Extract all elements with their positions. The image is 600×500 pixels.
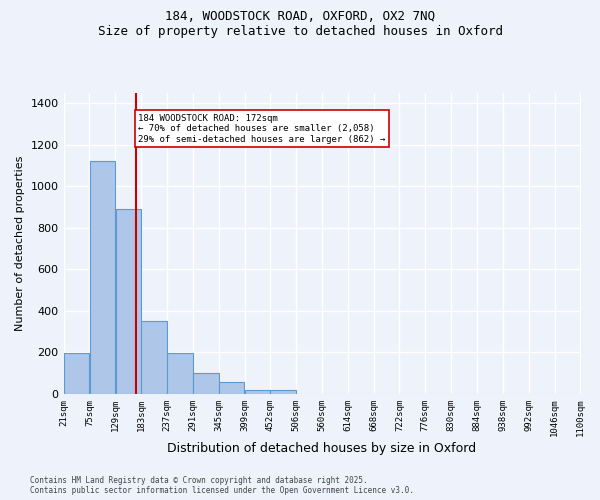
Bar [116,209,141,394]
Bar [219,382,244,394]
Text: Contains HM Land Registry data © Crown copyright and database right 2025.
Contai: Contains HM Land Registry data © Crown c… [30,476,414,495]
Bar [89,162,115,394]
Bar [64,354,89,394]
Y-axis label: Number of detached properties: Number of detached properties [15,156,25,331]
Bar [270,390,296,394]
Bar [193,373,218,394]
Text: 184, WOODSTOCK ROAD, OXFORD, OX2 7NQ
Size of property relative to detached house: 184, WOODSTOCK ROAD, OXFORD, OX2 7NQ Siz… [97,10,503,38]
Bar [167,354,193,394]
Bar [142,322,167,394]
X-axis label: Distribution of detached houses by size in Oxford: Distribution of detached houses by size … [167,442,476,455]
Text: 184 WOODSTOCK ROAD: 172sqm
← 70% of detached houses are smaller (2,058)
29% of s: 184 WOODSTOCK ROAD: 172sqm ← 70% of deta… [138,114,386,144]
Bar [245,390,270,394]
